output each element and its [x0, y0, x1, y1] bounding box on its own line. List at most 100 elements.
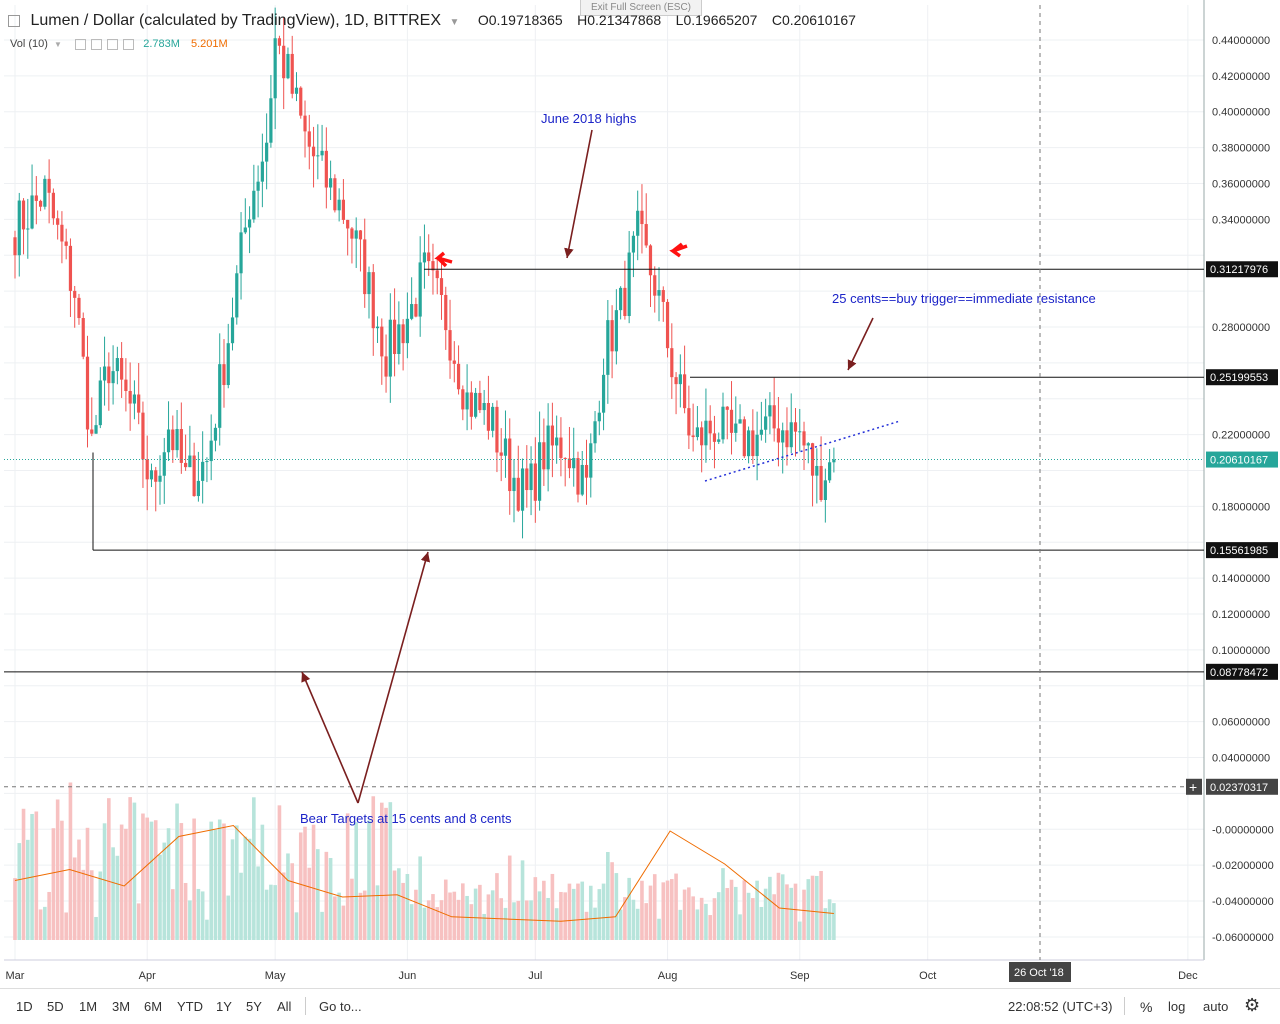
volume-bar: [243, 836, 248, 940]
collapse-icon[interactable]: [8, 14, 20, 27]
volume-bar: [768, 876, 772, 940]
volume-bar: [25, 839, 30, 940]
price-chart[interactable]: 0.31217976 0.25199553 0.15561985 0.08778472…: [0, 0, 1280, 990]
volume-bar: [397, 868, 401, 940]
candle-body: [819, 465, 823, 501]
candle-body: [145, 459, 149, 480]
volume-bar: [341, 905, 346, 940]
volume-bar: [716, 892, 721, 940]
volume-bar: [145, 817, 150, 940]
toolbar-divider: [305, 997, 306, 1015]
range-6m-button[interactable]: 6M: [144, 999, 163, 1014]
percent-toggle[interactable]: %: [1140, 999, 1153, 1015]
candle-body: [337, 199, 341, 211]
volume-bar: [520, 860, 525, 940]
price-tick-label: -0.04000000: [1212, 896, 1274, 908]
candle-body: [572, 458, 576, 469]
price-tick-label: 0.18000000: [1212, 501, 1270, 513]
candle-body: [397, 324, 401, 355]
plus-icon: +: [1189, 779, 1197, 795]
range-1y-button[interactable]: 1Y: [216, 999, 232, 1014]
price-tick-label: 0.28000000: [1212, 322, 1270, 334]
candle-body: [358, 230, 363, 240]
crosshair-date-label: 26 Oct '18: [1014, 967, 1064, 979]
volume-bar: [81, 869, 86, 940]
candle-body: [196, 480, 200, 497]
close-icon[interactable]: [123, 38, 135, 50]
volume-bar: [439, 900, 444, 940]
candle-body: [482, 402, 486, 411]
volume-bar: [179, 823, 184, 940]
support-trendline: [704, 420, 901, 482]
candle-body: [508, 438, 512, 492]
candle-body: [354, 230, 358, 239]
candle-body: [610, 320, 614, 352]
volume-bar: [209, 821, 213, 940]
horizontal-levels: 0.31217976 0.25199553 0.15561985 0.08778472…: [4, 5, 1278, 982]
range-5d-button[interactable]: 5D: [47, 999, 64, 1014]
candle-body: [333, 178, 337, 211]
candle-body: [444, 294, 448, 331]
candle-body: [51, 192, 55, 219]
range-3m-button[interactable]: 3M: [112, 999, 131, 1014]
price-tick-label: 0.12000000: [1212, 609, 1270, 621]
volume-bar: [738, 914, 742, 940]
volume-bar: [665, 880, 670, 940]
time-tick-label: Oct: [919, 970, 936, 982]
volume-bar: [584, 911, 589, 940]
volume-bar: [38, 909, 43, 940]
candle-body: [785, 430, 789, 448]
settings-icon[interactable]: [91, 38, 103, 50]
candle-body: [124, 379, 128, 392]
volume-bar: [721, 868, 725, 940]
gear-icon[interactable]: ⚙: [1244, 995, 1261, 1015]
volume-bar: [516, 900, 521, 940]
volume-label[interactable]: Vol (10): [10, 38, 48, 50]
candle-body: [226, 343, 230, 386]
volume-bar: [72, 857, 77, 940]
volume-bar: [367, 820, 371, 940]
volume-options-icon[interactable]: ▼: [53, 40, 62, 49]
time-tick-label: Mar: [6, 970, 25, 982]
candle-body: [175, 429, 179, 451]
volume-bar: [392, 870, 397, 940]
volume-bar: [478, 884, 482, 940]
range-1m-button[interactable]: 1M: [79, 999, 98, 1014]
volume-bar: [47, 891, 51, 940]
volume-bar: [379, 802, 384, 940]
candle-body: [742, 419, 746, 457]
volume-bar: [832, 903, 836, 940]
candle-body: [520, 468, 525, 511]
log-toggle[interactable]: log: [1168, 999, 1186, 1014]
price-tick-label: 0.04000000: [1212, 753, 1270, 765]
exit-fullscreen-button[interactable]: Exit Full Screen (ESC): [580, 0, 702, 16]
plus-icon[interactable]: [107, 38, 119, 50]
range-ytd-button[interactable]: YTD: [177, 999, 203, 1014]
auto-toggle[interactable]: auto: [1203, 999, 1229, 1014]
symbol-options-icon[interactable]: ▼: [449, 17, 460, 28]
volume-bar: [414, 889, 418, 940]
symbol-title[interactable]: Lumen / Dollar (calculated by TradingVie…: [30, 12, 441, 29]
crosshair-label-bg: [1206, 778, 1278, 795]
volume-bar: [465, 895, 469, 940]
candle-body: [311, 146, 316, 157]
candle-body: [273, 38, 277, 99]
candle-body: [320, 150, 324, 156]
volume-bar: [205, 919, 209, 940]
range-1d-button[interactable]: 1D: [16, 999, 33, 1014]
candle-body: [294, 87, 299, 94]
candle-body: [772, 405, 776, 429]
goto-button[interactable]: Go to...: [319, 999, 362, 1014]
volume-bar: [550, 873, 555, 940]
eye-icon[interactable]: [74, 38, 86, 50]
volume-bar: [286, 853, 290, 940]
candle-body: [674, 377, 678, 385]
clock-display[interactable]: 22:08:52 (UTC+3): [1008, 999, 1113, 1014]
range-5y-button[interactable]: 5Y: [246, 999, 262, 1014]
candle-body: [627, 252, 631, 317]
volume-bar: [623, 897, 627, 940]
range-all-button[interactable]: All: [277, 999, 292, 1014]
candle-body: [810, 443, 815, 476]
candle-body: [60, 224, 64, 242]
volume-bar: [733, 886, 738, 940]
